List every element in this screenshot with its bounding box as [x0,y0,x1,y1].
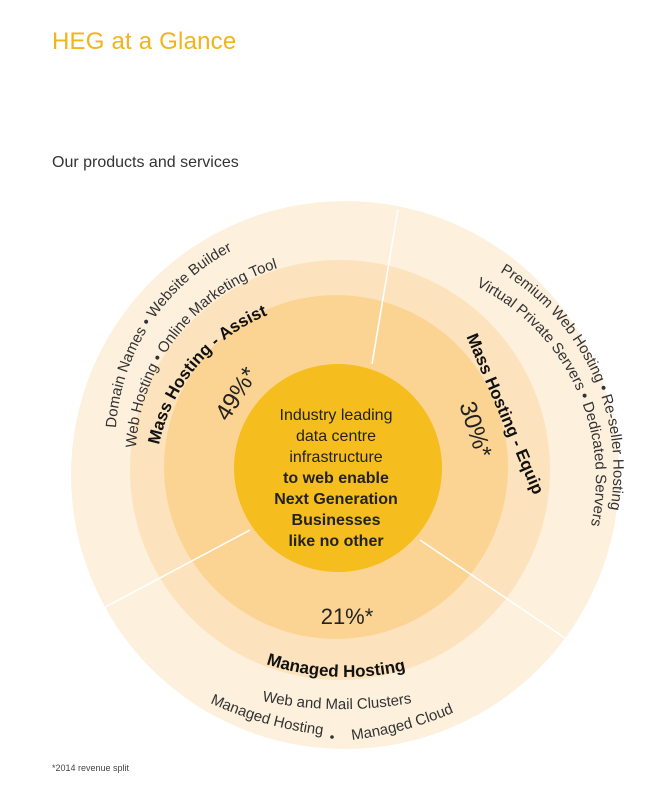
divider-equip-managed [419,539,591,656]
managed-share: 21%* [321,604,374,629]
core-line-strong: Next Generation [274,491,398,508]
core-circle [234,364,442,572]
page-title: HEG at a Glance [52,28,237,55]
bullet-dot [330,735,334,739]
core-line: infrastructure [289,449,383,466]
divider-assist-managed [95,529,251,613]
core-line-strong: Businesses [291,512,381,529]
core-line: Industry leading [279,407,393,424]
core-line-strong: like no other [288,533,384,550]
core-line: data centre [295,428,377,445]
section-subtitle: Our products and services [52,154,239,171]
footnote: *2014 revenue split [52,763,130,773]
core-line-strong: to web enable [283,470,389,487]
divider-assist-equip [371,208,399,365]
core-statement: Industry leading data centre infrastruct… [236,405,436,552]
